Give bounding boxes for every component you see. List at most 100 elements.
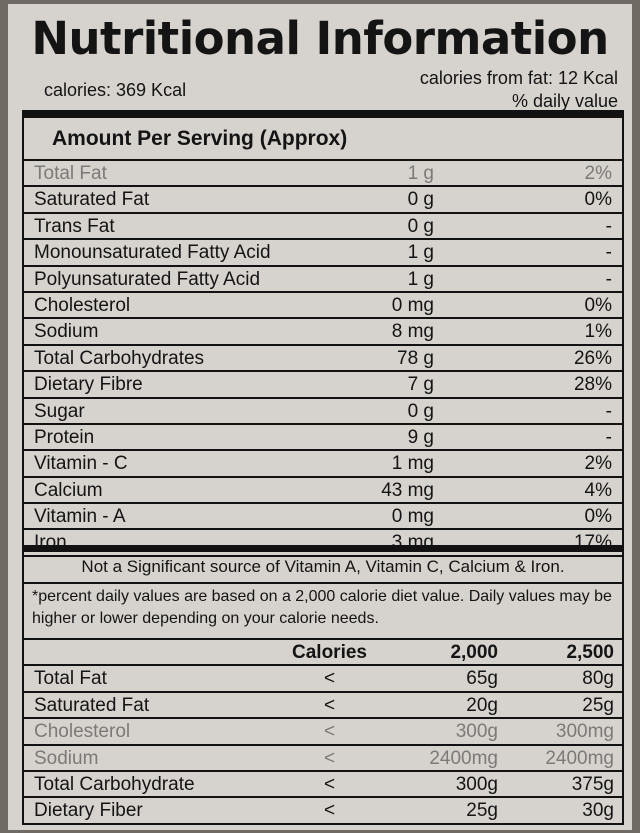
mid-thick-rule [22, 545, 624, 552]
label-title: Nutritional Information [31, 12, 609, 65]
nutrient-name: Polyunsaturated Fatty Acid [34, 268, 261, 290]
nutrient-row: Total Fat 1 g 2% [24, 161, 622, 188]
nutrient-amount: 43 mg [381, 479, 434, 501]
nutrient-amount: 0 mg [391, 294, 434, 316]
nutrient-table: Amount Per Serving (Approx) Total Fat 1 g… [22, 118, 624, 557]
dv-2000-value: 300g [455, 721, 498, 743]
dv-2000-value: 300g [455, 773, 498, 795]
dv-table-row: Sodium <2400mg 2400mg [24, 746, 622, 772]
nutrient-name: Dietary Fibre [34, 374, 143, 396]
dv-2500-value: 80g [582, 668, 614, 690]
dv-table-header: Calories 2,000 2,500 [24, 640, 622, 667]
nutrient-row: Sodium 8 mg 1% [24, 319, 622, 346]
nutrient-row: Monounsaturated Fatty Acid 1 g - [24, 240, 622, 267]
nutrient-amount: 1 mg [391, 453, 434, 475]
amount-per-serving-heading: Amount Per Serving (Approx) [24, 118, 622, 161]
dv-header-2500: 2,500 [566, 642, 614, 663]
nutrient-amount: 8 mg [391, 321, 434, 343]
nutrient-name: Sugar [34, 400, 85, 422]
nutrient-daily-value: - [605, 215, 612, 237]
nutrient-daily-value: - [605, 242, 612, 264]
nutrient-name: Protein [34, 426, 95, 448]
nutrient-name: Total Fat [34, 163, 107, 184]
dv-table-row: Total Carbohydrate <300g 375g [24, 772, 622, 799]
daily-value-footnote: *percent daily values are based on a 2,0… [22, 584, 624, 638]
nutrient-daily-value: 2% [584, 163, 612, 184]
nutrient-daily-value: - [605, 268, 612, 290]
nutrient-daily-value: 28% [573, 374, 612, 396]
dv-2500-value: 30g [582, 800, 614, 822]
nutrient-amount: 7 g [407, 374, 434, 396]
dv-nutrient-name: Sodium [34, 747, 99, 769]
nutrient-row: Calcium 43 mg 4% [24, 478, 622, 505]
daily-values-table: Calories 2,000 2,500 Total Fat <65g 80g Sat… [22, 638, 624, 825]
dv-2000-value: 2400mg [429, 747, 498, 769]
dv-2500-value: 25g [582, 694, 614, 716]
nutrient-row: Trans Fat 0 g - [24, 214, 622, 241]
nutrient-amount: 78 g [397, 347, 434, 369]
nutrient-amount: 9 g [407, 426, 434, 448]
nutrient-row: Polyunsaturated Fatty Acid 1 g - [24, 267, 622, 293]
dv-table-row: Saturated Fat <20g 25g [24, 693, 622, 720]
nutrient-name: Saturated Fat [34, 189, 150, 211]
dv-nutrient-name: Cholesterol [34, 721, 131, 743]
calories-from-fat-block: calories from fat: 12 Kcal % daily value [420, 67, 618, 113]
nutrient-daily-value: 1% [584, 321, 612, 343]
nutrient-daily-value: - [605, 426, 612, 448]
daily-value-label: % daily value [511, 91, 618, 111]
dv-nutrient-name: Total Carbohydrate [34, 773, 195, 795]
nutrient-name: Calcium [34, 479, 103, 501]
less-than-symbol: < [324, 668, 336, 690]
nutrient-daily-value: 0% [584, 294, 612, 316]
top-thick-rule [22, 110, 624, 118]
nutrient-row: Vitamin - A 0 mg 0% [24, 504, 622, 531]
nutrient-daily-value: - [605, 400, 612, 422]
nutrient-row: Vitamin - C 1 mg 2% [24, 451, 622, 478]
dv-2000-value: 25g [466, 800, 498, 822]
nutrient-amount: 0 g [407, 400, 434, 422]
nutrient-daily-value: 0% [584, 189, 612, 211]
dv-nutrient-name: Dietary Fiber [34, 800, 143, 822]
less-than-symbol: < [324, 800, 336, 822]
less-than-symbol: < [324, 747, 336, 769]
dv-nutrient-name: Total Fat [34, 668, 107, 690]
dv-table-row: Dietary Fiber <25g 30g [24, 798, 622, 825]
nutrient-row: Protein 9 g - [24, 425, 622, 452]
nutrient-name: Total Carbohydrates [34, 347, 205, 369]
nutrient-row: Saturated Fat 0 g 0% [24, 187, 622, 214]
less-than-symbol: < [324, 721, 336, 743]
dv-header-2000: 2,000 [450, 642, 498, 663]
dv-table-row: Total Fat <65g 80g [24, 666, 622, 693]
dv-2500-value: 2400mg [545, 747, 614, 769]
dv-header-calories: Calories [292, 642, 367, 663]
nutrient-name: Vitamin - C [34, 453, 128, 475]
less-than-symbol: < [324, 694, 336, 716]
calories-from-fat-text: calories from fat: 12 Kcal [419, 68, 618, 88]
nutrient-daily-value: 4% [584, 479, 612, 501]
dv-nutrient-name: Saturated Fat [34, 694, 150, 716]
nutrient-name: Sodium [34, 321, 99, 343]
dv-2500-value: 375g [571, 773, 614, 795]
nutrient-daily-value: 0% [584, 506, 612, 528]
dv-table-row: Cholesterol <300g 300mg [24, 719, 622, 746]
not-significant-note: Not a Significant source of Vitamin A, V… [22, 552, 624, 584]
nutrient-name: Monounsaturated Fatty Acid [34, 242, 271, 264]
nutrient-row: Dietary Fibre 7 g 28% [24, 372, 622, 399]
nutrient-amount: 0 g [407, 189, 434, 211]
nutrient-amount: 1 g [407, 242, 434, 264]
nutrient-amount: 0 g [407, 215, 434, 237]
nutrient-row: Cholesterol 0 mg 0% [24, 293, 622, 320]
nutrient-amount: 0 mg [391, 506, 434, 528]
nutrient-row: Total Carbohydrates 78 g 26% [24, 346, 622, 373]
nutrient-daily-value: 2% [584, 453, 612, 475]
dv-2000-value: 65g [466, 668, 498, 690]
nutrient-amount: 1 g [407, 268, 434, 290]
nutrient-daily-value: 26% [573, 347, 612, 369]
dv-2000-value: 20g [466, 694, 498, 716]
nutrient-row: Sugar 0 g - [24, 399, 622, 425]
dv-2500-value: 300mg [555, 721, 614, 743]
nutrient-name: Cholesterol [34, 294, 131, 316]
less-than-symbol: < [324, 773, 336, 795]
calories-text: calories: 369 Kcal [44, 80, 187, 100]
nutrition-label: Nutritional Information calories: 369 Kc… [8, 4, 632, 830]
